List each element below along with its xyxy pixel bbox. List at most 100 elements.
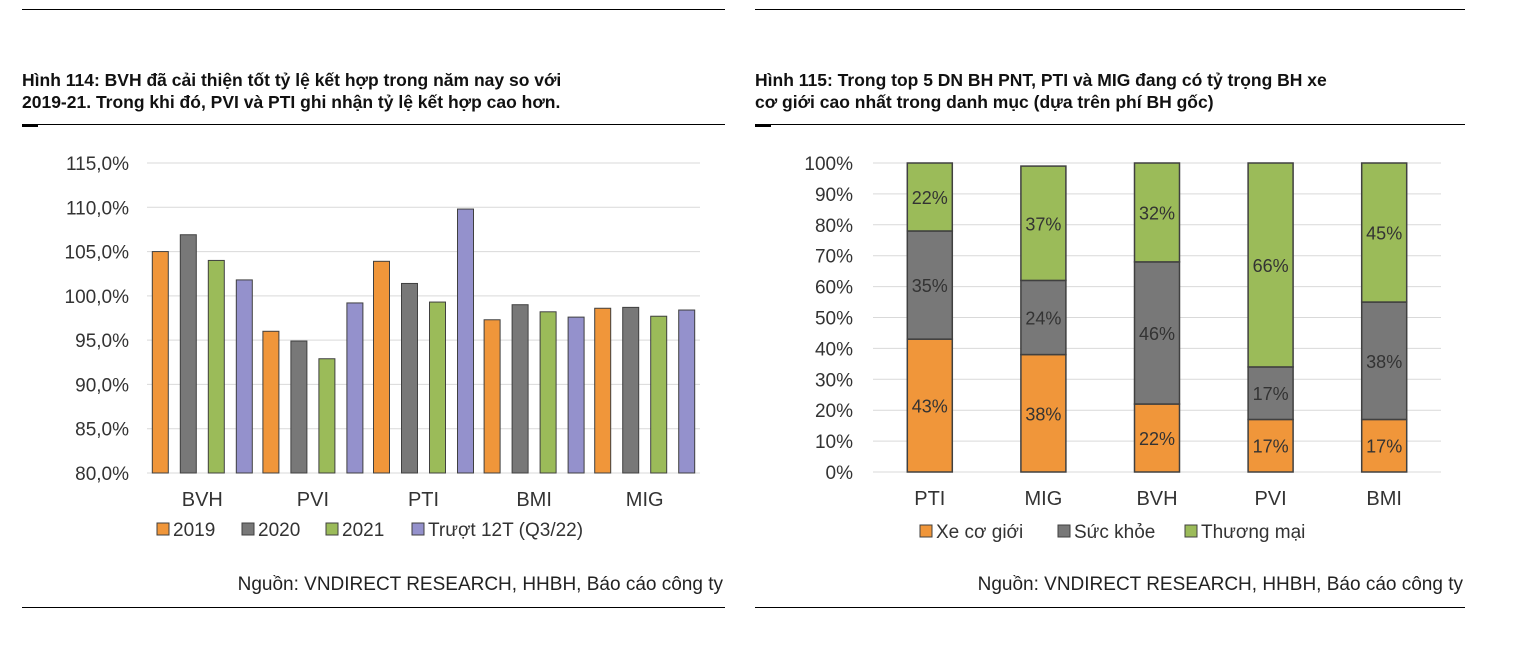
y-tick-label: 80,0% (75, 464, 129, 485)
legend-label: 2019 (173, 520, 215, 541)
y-tick-label: 95,0% (75, 331, 129, 352)
bar-pvi-truot-12t-q3-22 (346, 302, 364, 474)
stack-bvh-suc-khoe (1133, 261, 1181, 405)
y-tick-label: 105,0% (65, 243, 130, 264)
x-tick-label: MIG (626, 489, 664, 511)
x-tick-label: BVH (182, 489, 223, 511)
bar-pvi-2020 (290, 340, 308, 474)
data-label: 17% (1253, 384, 1289, 404)
stack-mig-thuong-mai (1020, 165, 1067, 282)
stack-mig-suc-khoe (1020, 279, 1067, 356)
bar-mig-2021 (650, 315, 668, 474)
y-tick-label: 70% (815, 247, 853, 268)
bar-bmi-truot-12t-q3-22 (567, 316, 585, 474)
x-tick-label: PTI (408, 489, 439, 511)
data-label: 43% (912, 397, 948, 417)
title-rule (22, 124, 725, 125)
legend-swatch-2019 (156, 522, 170, 536)
bar-pvi-2021 (318, 358, 336, 474)
legend-swatch-xe-co-gioi (919, 524, 933, 538)
data-label: 37% (1025, 214, 1061, 234)
data-label: 38% (1025, 404, 1061, 424)
y-tick-label: 115,0% (66, 154, 129, 175)
stack-pti-suc-khoe (906, 230, 954, 340)
figure-114-source: Nguồn: VNDIRECT RESEARCH, HHBH, Báo cáo … (237, 574, 723, 595)
legend-label: Sức khỏe (1074, 522, 1155, 543)
legend-label: 2020 (258, 520, 300, 541)
stack-bmi-thuong-mai (1360, 162, 1408, 303)
title-rule-mark (22, 124, 38, 127)
bar-bmi-2020 (511, 304, 529, 474)
stack-bvh-thuong-mai (1133, 162, 1181, 263)
data-label: 22% (1139, 429, 1175, 449)
y-tick-label: 0% (826, 463, 854, 484)
figure-114-title: Hình 114: BVH đã cải thiện tốt tỷ lệ kết… (22, 69, 725, 113)
bar-pvi-2019 (262, 330, 280, 474)
legend-swatch-truot-12t-q3-22 (411, 522, 425, 536)
stack-bvh-xe-co-gioi (1133, 403, 1181, 473)
figure-115-title: Hình 115: Trong top 5 DN BH PNT, PTI và … (755, 69, 1465, 113)
data-label: 35% (912, 276, 948, 296)
y-tick-label: 10% (815, 432, 853, 453)
y-tick-label: 100,0% (65, 287, 130, 308)
bar-mig-2019 (594, 307, 612, 474)
bar-bvh-2021 (207, 259, 225, 474)
figure-115-source: Nguồn: VNDIRECT RESEARCH, HHBH, Báo cáo … (977, 574, 1463, 595)
legend-label: 2021 (342, 520, 384, 541)
legend-swatch-2021 (325, 522, 339, 536)
title-rule (755, 124, 1465, 125)
x-tick-label: PTI (914, 488, 945, 510)
data-label: 46% (1139, 324, 1175, 344)
combined-ratio-bar-chart: 80,0% 85,0% 90,0% 95,0% 100,0% 105,0% 110,0% 11… (65, 154, 700, 541)
y-tick-label: 85,0% (75, 420, 129, 441)
y-tick-label: 90% (815, 185, 853, 206)
figure-114-title-line2: 2019-21. Trong khi đó, PVI và PTI ghi nh… (22, 92, 561, 112)
stack-pti-thuong-mai (906, 162, 954, 232)
bottom-rule (22, 607, 725, 608)
data-label: 32% (1139, 203, 1175, 223)
bar-pti-2020 (401, 282, 418, 474)
y-tick-label: 110,0% (66, 198, 129, 219)
top-rule (22, 9, 725, 10)
figure-115-panel: Hình 115: Trong top 5 DN BH PNT, PTI và … (755, 0, 1465, 659)
premium-mix-stacked-chart: 0% 10% 20% 30% 40% 50% 60% 70% 80% 90% 100% 43% 35% 2… (804, 154, 1441, 543)
y-tick-label: 50% (815, 309, 853, 330)
x-tick-label: PVI (297, 489, 329, 511)
data-label: 38% (1366, 352, 1402, 372)
bar-mig-2020 (622, 306, 640, 474)
figure-114-title-line1: Hình 114: BVH đã cải thiện tốt tỷ lệ kết… (22, 70, 562, 90)
data-label: 17% (1253, 437, 1289, 457)
stack-mig-xe-co-gioi (1020, 353, 1067, 473)
bar-pti-truot-12t-q3-22 (457, 208, 474, 474)
x-tick-label: MIG (1025, 488, 1063, 510)
bar-pti-2021 (429, 301, 446, 474)
stack-pvi-suc-khoe (1247, 366, 1294, 421)
y-tick-label: 30% (815, 370, 853, 391)
bar-mig-truot-12t-q3-22 (678, 309, 696, 474)
legend-swatch-suc-khoe (1057, 524, 1071, 538)
y-tick-label: 100% (804, 154, 853, 175)
data-label: 17% (1366, 437, 1402, 457)
legend-label: Thương mại (1201, 522, 1305, 543)
x-tick-label: BMI (1366, 488, 1402, 510)
bottom-rule (755, 607, 1465, 608)
y-tick-label: 60% (815, 278, 853, 299)
y-tick-label: 40% (815, 339, 853, 360)
bar-bvh-2019 (151, 251, 169, 474)
legend-swatch-2020 (241, 522, 255, 536)
legend-label: Xe cơ giới (936, 522, 1023, 543)
data-label: 24% (1025, 309, 1061, 329)
stack-bmi-xe-co-gioi (1360, 418, 1408, 473)
legend-label: Trượt 12T (Q3/22) (428, 520, 583, 541)
bar-bvh-truot-12t-q3-22 (235, 279, 253, 474)
y-tick-label: 20% (815, 401, 853, 422)
figure-115-title-line2: cơ giới cao nhất trong danh mục (dựa trê… (755, 92, 1214, 112)
x-tick-label: BMI (516, 489, 552, 511)
figure-115-title-line1: Hình 115: Trong top 5 DN BH PNT, PTI và … (755, 70, 1327, 90)
bar-bvh-2020 (179, 234, 197, 474)
figure-114-panel: Hình 114: BVH đã cải thiện tốt tỷ lệ kết… (22, 0, 725, 659)
top-rule (755, 9, 1465, 10)
y-tick-label: 80% (815, 216, 853, 237)
stack-pvi-thuong-mai (1247, 162, 1294, 368)
data-label: 66% (1253, 256, 1289, 276)
